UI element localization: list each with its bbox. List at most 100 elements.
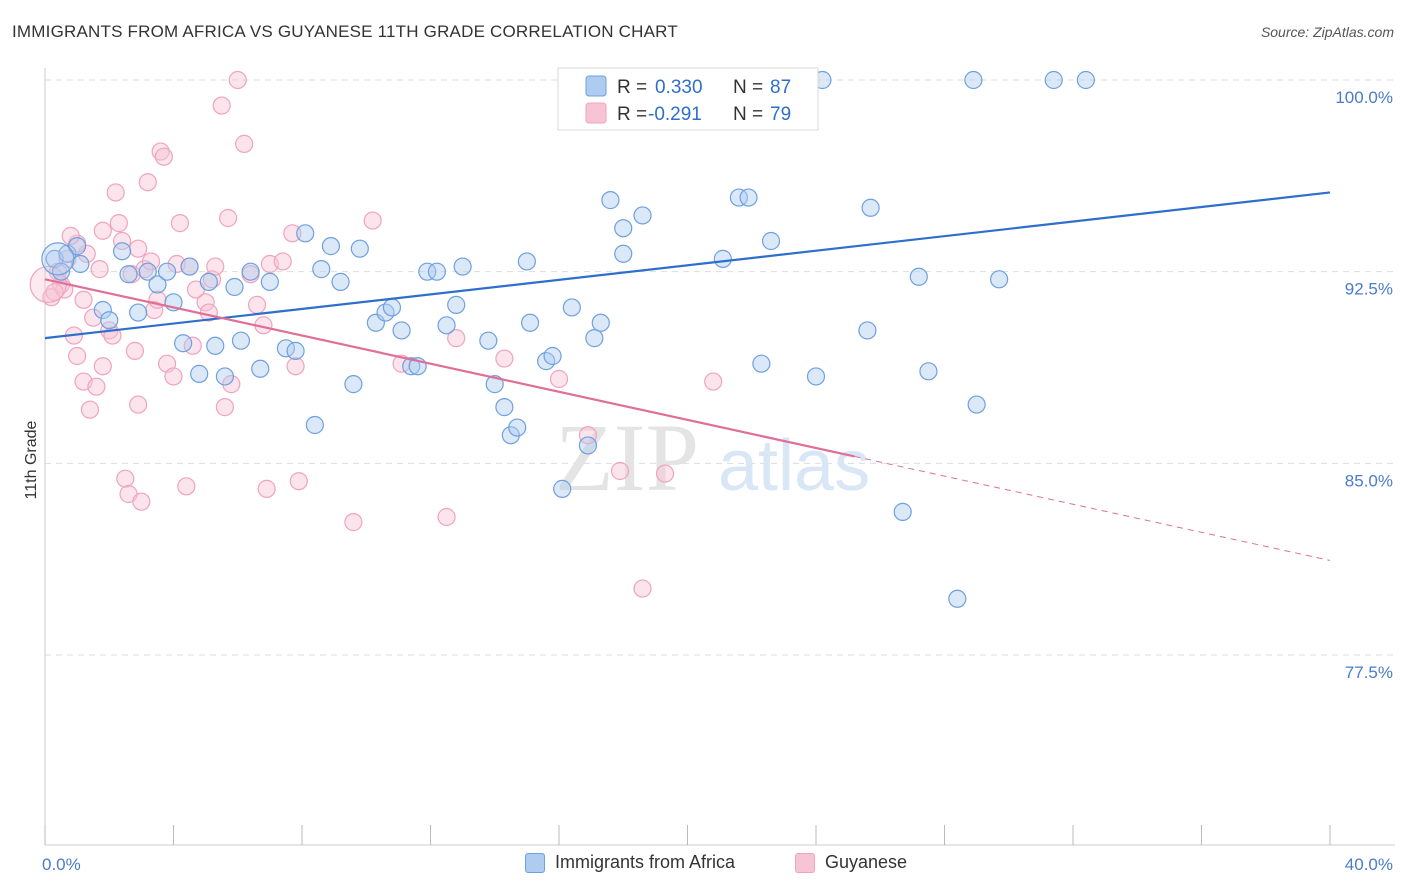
source-credit: Source: ZipAtlas.com [1260,24,1394,40]
guyanese-point [363,211,382,230]
africa-point [517,252,536,271]
legend-n-label: N = [733,77,763,98]
africa-point [964,70,983,90]
y-tick-labels: 77.5% 85.0% 92.5% 100.0% [1335,88,1393,682]
correlation-legend: R = 0.330 N = 87 R = -0.291 N = 79 [557,67,819,131]
africa-point [967,395,986,414]
series-legend: Immigrants from Africa Guyanese [0,852,1406,878]
africa-point [296,224,315,243]
africa-point [485,375,504,394]
africa-point [713,249,732,268]
guyanese-point [212,96,231,115]
africa-point [382,298,402,317]
africa-point [578,436,598,455]
guyanese-trend-extension [854,455,1331,561]
africa-point [41,242,75,276]
guyanese-point [633,579,652,598]
guyanese-point [154,147,173,166]
africa-point [447,295,466,314]
legend-n-value: 79 [770,104,791,125]
guyanese-point [132,492,151,511]
guyanese-point [196,293,215,312]
africa-point [427,262,447,281]
guyanese-point [116,469,135,488]
legend-r-value: 0.330 [655,77,703,98]
guyanese-point [129,395,148,414]
africa-point [495,398,514,417]
guyanese-point [164,367,183,386]
x-tick-label: 0.0% [42,855,81,874]
guyanese-point [655,464,675,483]
legend-swatch-guyanese [585,102,607,124]
africa-point [51,262,71,281]
watermark-zip: ZIP [555,404,699,511]
guyanese-point [578,426,598,445]
guyanese-point [177,477,196,496]
legend-label-africa: Immigrants from Africa [555,852,736,872]
africa-point [180,257,199,276]
guyanese-point [112,231,132,251]
guyanese-point [549,369,569,389]
africa-point [861,198,880,217]
guyanese-point [704,372,723,391]
africa-point [251,359,270,378]
africa-point [321,237,341,256]
legend-swatch-africa [525,852,545,873]
legend-item-guyanese[interactable]: Guyanese [795,852,907,873]
y-tick-label: 92.5% [1345,280,1393,299]
africa-points [41,70,1095,608]
gridlines [45,79,1395,656]
africa-point [553,479,572,498]
watermark: ZIP atlas [555,404,870,511]
guyanese-point [109,214,128,233]
guyanese-point [93,357,112,376]
africa-point [241,262,260,281]
legend-swatch-africa [585,75,607,97]
africa-point [392,321,411,340]
africa-point [948,589,967,608]
africa-point [761,231,781,251]
africa-point [585,329,604,348]
watermark-atlas: atlas [718,426,870,506]
africa-point [312,260,331,279]
africa-point [508,418,527,437]
africa-point [93,300,112,320]
guyanese-point [283,224,302,243]
legend-n-label: N = [733,104,763,125]
africa-point [591,313,610,332]
guyanese-points [29,70,723,598]
africa-point [402,357,421,376]
africa-point [614,219,633,238]
africa-point [543,346,562,366]
legend-label-guyanese: Guyanese [825,852,908,872]
guyanese-point [289,472,308,491]
africa-point [119,265,138,284]
africa-point [1044,70,1063,90]
africa-point [58,244,77,263]
legend-r-label: R = [617,77,647,98]
guyanese-point [206,257,225,276]
trend-lines [44,191,1331,561]
africa-point [350,239,369,258]
africa-point [752,354,771,373]
africa-point [858,321,877,340]
africa-point [601,191,620,210]
x-tick-labels: 0.0% 40.0% [42,855,1393,874]
africa-point [893,502,912,521]
guyanese-point [273,252,292,271]
legend-r-label: R = [617,104,647,125]
africa-point [729,188,749,207]
guyanese-point [495,349,514,368]
guyanese-point [437,507,456,527]
guyanese-point [90,260,109,279]
y-tick-label: 100.0% [1335,88,1393,107]
guyanese-point [45,283,64,302]
guyanese-point [129,239,148,258]
legend-item-africa[interactable]: Immigrants from Africa [525,852,735,873]
guyanese-point [247,295,267,314]
africa-point [909,267,928,286]
guyanese-point [106,183,125,202]
africa-point [71,254,90,274]
africa-point [331,272,350,291]
